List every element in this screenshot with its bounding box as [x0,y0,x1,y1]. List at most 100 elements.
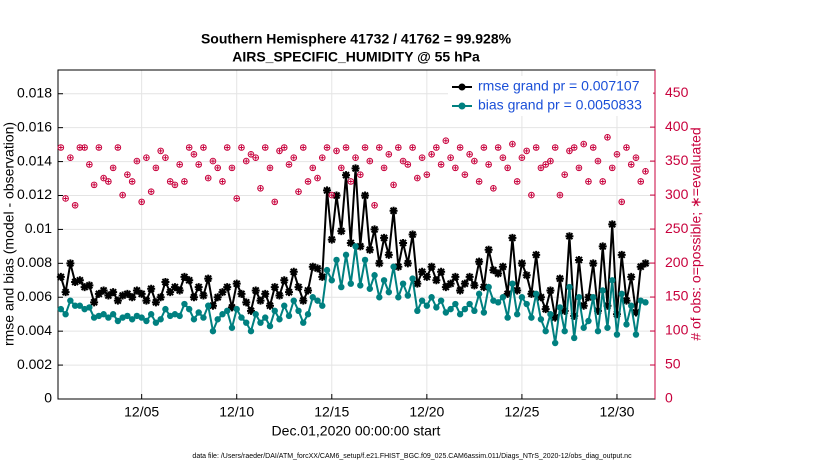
obs-marker [266,164,274,172]
marker [413,279,422,288]
obs-evaluated [239,145,244,150]
obs-evaluated [496,145,501,150]
marker [251,286,260,295]
obs-marker [547,157,554,165]
obs-marker [466,150,473,158]
marker [71,302,79,309]
obs-evaluated [120,193,125,198]
marker [366,285,374,292]
obs-marker [599,178,607,185]
marker [94,289,103,298]
obs-evaluated [529,193,534,198]
obs-marker [366,157,374,165]
obs-evaluated [168,179,173,184]
marker [71,277,80,286]
obs-evaluated [600,179,605,184]
obs-evaluated [296,189,301,194]
marker [299,296,308,305]
marker [603,301,612,310]
marker [281,302,288,309]
obs-evaluated [505,165,510,170]
obs-evaluated [595,159,600,164]
marker [394,262,403,271]
marker [138,314,145,321]
marker [547,311,554,318]
y-tick-label: 0.016 [17,118,52,134]
obs-marker [309,164,317,172]
marker [323,266,331,274]
obs-marker [385,150,393,158]
obs-marker [580,140,588,148]
obs-marker [371,201,378,209]
y2-tick-label: 400 [665,118,689,134]
marker [494,269,503,278]
obs-marker [299,144,307,151]
marker [294,283,303,292]
obs-evaluated [591,145,596,150]
obs-marker [257,184,264,192]
marker [623,321,630,328]
obs-evaluated [253,155,258,160]
obs-marker [157,147,164,155]
obs-marker [280,144,288,151]
marker [551,339,559,347]
obs-marker [318,154,326,161]
obs-evaluated [515,179,520,184]
marker [256,296,265,305]
obs-evaluated [372,203,377,208]
marker [542,327,549,335]
obs-marker [128,178,136,185]
y2-tick-label: 300 [665,186,689,202]
marker [489,266,498,275]
marker [528,314,535,321]
obs-marker [86,161,93,168]
marker [76,302,84,309]
marker [227,303,236,312]
obs-evaluated [562,172,567,177]
obs-evaluated [111,165,116,170]
marker [318,272,327,281]
obs-marker [352,154,359,161]
obs-evaluated [557,193,562,198]
obs-evaluated [325,145,330,150]
obs-evaluated [348,179,353,184]
marker [190,316,198,323]
obs-marker [447,154,454,161]
obs-marker [490,184,497,192]
obs-marker [162,154,169,161]
marker [109,288,118,297]
marker [285,312,293,320]
obs-marker [380,164,388,172]
obs-evaluated [486,162,491,167]
marker [451,272,460,281]
marker [247,327,255,335]
obs-evaluated [248,152,253,157]
obs-evaluated [472,159,477,164]
marker [636,262,645,271]
marker [170,283,179,292]
obs-evaluated [87,162,92,167]
y2-tick-label: 50 [665,356,681,372]
obs-evaluated [614,152,619,157]
obs-marker [138,198,145,206]
obs-evaluated [429,152,434,157]
marker [561,327,568,335]
obs-marker [409,144,416,151]
marker [370,225,379,234]
obs-marker [414,174,421,182]
marker [408,230,417,239]
marker [423,302,431,309]
marker [147,311,155,318]
obs-evaluated [153,165,158,170]
obs-marker [304,178,312,185]
obs-marker [195,161,202,168]
marker [265,301,274,310]
obs-evaluated [448,155,453,160]
obs-marker [71,201,79,209]
marker [579,301,588,310]
marker [99,286,108,295]
obs-evaluated [287,162,292,167]
marker [480,309,488,316]
obs-marker [171,181,179,189]
obs-marker [556,191,564,199]
